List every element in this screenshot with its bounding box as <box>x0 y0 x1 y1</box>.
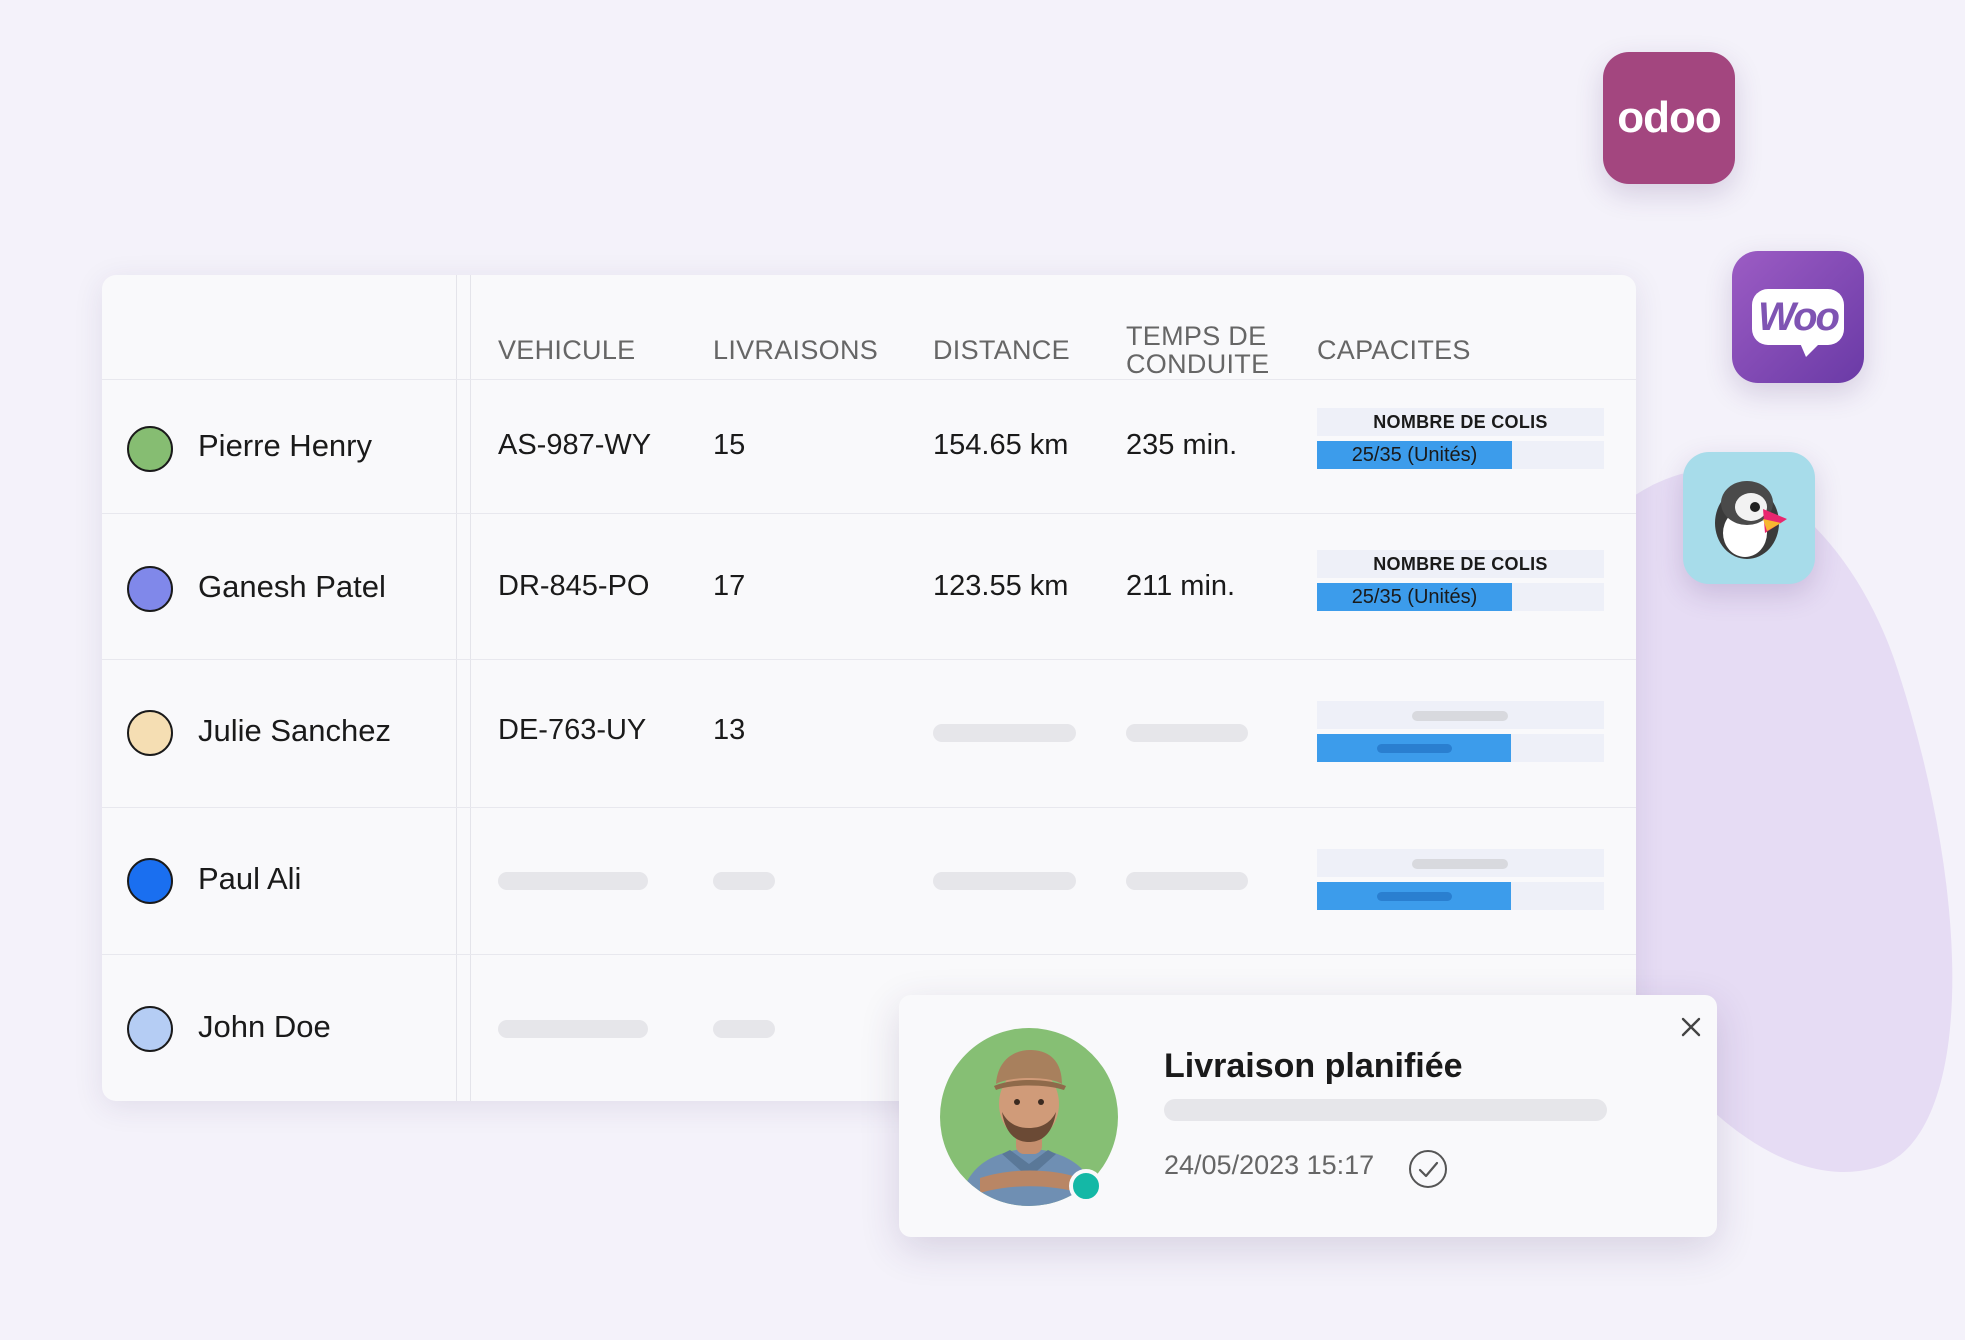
driver-color-dot <box>127 858 173 904</box>
header-capacites: CAPACITES <box>1317 335 1471 365</box>
header-livraisons: LIVRAISONS <box>713 335 879 365</box>
capacity-label: NOMBRE DE COLIS <box>1317 550 1604 578</box>
check-circle-icon <box>1409 1150 1447 1188</box>
driver-name: Julie Sanchez <box>198 713 392 748</box>
header-temps-de-conduite: TEMPS DE CONDUITE <box>1126 321 1270 379</box>
capacity-placeholder <box>1317 849 1604 877</box>
online-status-dot <box>1069 1169 1103 1203</box>
woo-label: Woo <box>1758 294 1840 339</box>
capacity-placeholder <box>1317 701 1604 729</box>
row-divider <box>102 379 1636 380</box>
driver-name: Paul Ali <box>198 861 302 896</box>
capacity-bar <box>1317 882 1604 910</box>
table-row[interactable]: Julie Sanchez DE-763-UY 13 <box>102 659 1636 807</box>
column-divider <box>456 275 457 1101</box>
table-row[interactable]: Ganesh Patel DR-845-PO 17 123.55 km 211 … <box>102 513 1636 659</box>
deliveries-count: 15 <box>713 429 746 461</box>
vehicle-plate: DE-763-UY <box>498 714 647 746</box>
distance-value: 123.55 km <box>933 570 1069 602</box>
distance-value: 154.65 km <box>933 429 1069 461</box>
woo-bubble: Woo <box>1752 289 1844 357</box>
close-icon[interactable] <box>1679 1015 1703 1039</box>
vehicle-plate: DR-845-PO <box>498 570 650 602</box>
puffin-icon <box>1715 481 1787 559</box>
row-divider <box>102 659 1636 660</box>
driver-color-dot <box>127 1006 173 1052</box>
driver-name: John Doe <box>198 1009 331 1044</box>
capacity-bar <box>1317 734 1604 762</box>
driver-name: Pierre Henry <box>198 428 372 463</box>
vehicle-plate: AS-987-WY <box>498 429 652 461</box>
table-row[interactable]: Paul Ali <box>102 807 1636 954</box>
woocommerce-logo-icon[interactable]: Woo <box>1732 251 1864 383</box>
driver-color-dot <box>127 426 173 472</box>
odoo-label: odoo <box>1617 93 1722 142</box>
capacity-fill-placeholder <box>1317 734 1511 762</box>
notification-card[interactable]: Livraison planifiée 24/05/2023 15:17 <box>899 995 1717 1237</box>
notification-timestamp: 24/05/2023 15:17 <box>1164 1150 1375 1180</box>
loading-placeholder <box>1126 872 1248 890</box>
odoo-logo-icon[interactable]: odoo <box>1603 52 1735 184</box>
loading-placeholder <box>498 872 648 890</box>
table-row[interactable]: Pierre Henry AS-987-WY 15 154.65 km 235 … <box>102 379 1636 513</box>
capacity-bar: 25/35 (Unités) <box>1317 441 1604 469</box>
column-divider <box>470 275 471 1101</box>
loading-placeholder <box>933 872 1076 890</box>
driver-name: Ganesh Patel <box>198 569 386 604</box>
loading-placeholder <box>933 724 1076 742</box>
capacity-fill-placeholder <box>1317 882 1511 910</box>
avatar <box>940 1028 1118 1206</box>
driver-color-dot <box>127 566 173 612</box>
driving-time-value: 211 min. <box>1126 570 1236 602</box>
driver-portrait-icon <box>960 1050 1098 1206</box>
driver-color-dot <box>127 710 173 756</box>
deliveries-count: 13 <box>713 714 746 746</box>
deliveries-count: 17 <box>713 570 746 602</box>
loading-placeholder <box>713 1020 775 1038</box>
notification-title: Livraison planifiée <box>1164 1047 1463 1085</box>
header-distance: DISTANCE <box>933 335 1070 365</box>
driver-table: VEHICULE LIVRAISONS DISTANCE TEMPS DE CO… <box>102 275 1636 1101</box>
row-divider <box>102 807 1636 808</box>
capacity-fill: 25/35 (Unités) <box>1317 441 1512 469</box>
capacity-fill: 25/35 (Unités) <box>1317 583 1512 611</box>
loading-placeholder <box>498 1020 648 1038</box>
driving-time-value: 235 min. <box>1126 429 1238 461</box>
capacity-bar: 25/35 (Unités) <box>1317 583 1604 611</box>
loading-placeholder <box>1164 1099 1607 1121</box>
loading-placeholder <box>1126 724 1248 742</box>
header-vehicule: VEHICULE <box>498 335 636 365</box>
row-divider <box>102 513 1636 514</box>
loading-placeholder <box>713 872 775 890</box>
row-divider <box>102 954 1636 955</box>
capacity-label: NOMBRE DE COLIS <box>1317 408 1604 436</box>
prestashop-puffin-icon[interactable] <box>1683 452 1815 584</box>
table-row[interactable]: John Doe <box>102 954 1636 1101</box>
